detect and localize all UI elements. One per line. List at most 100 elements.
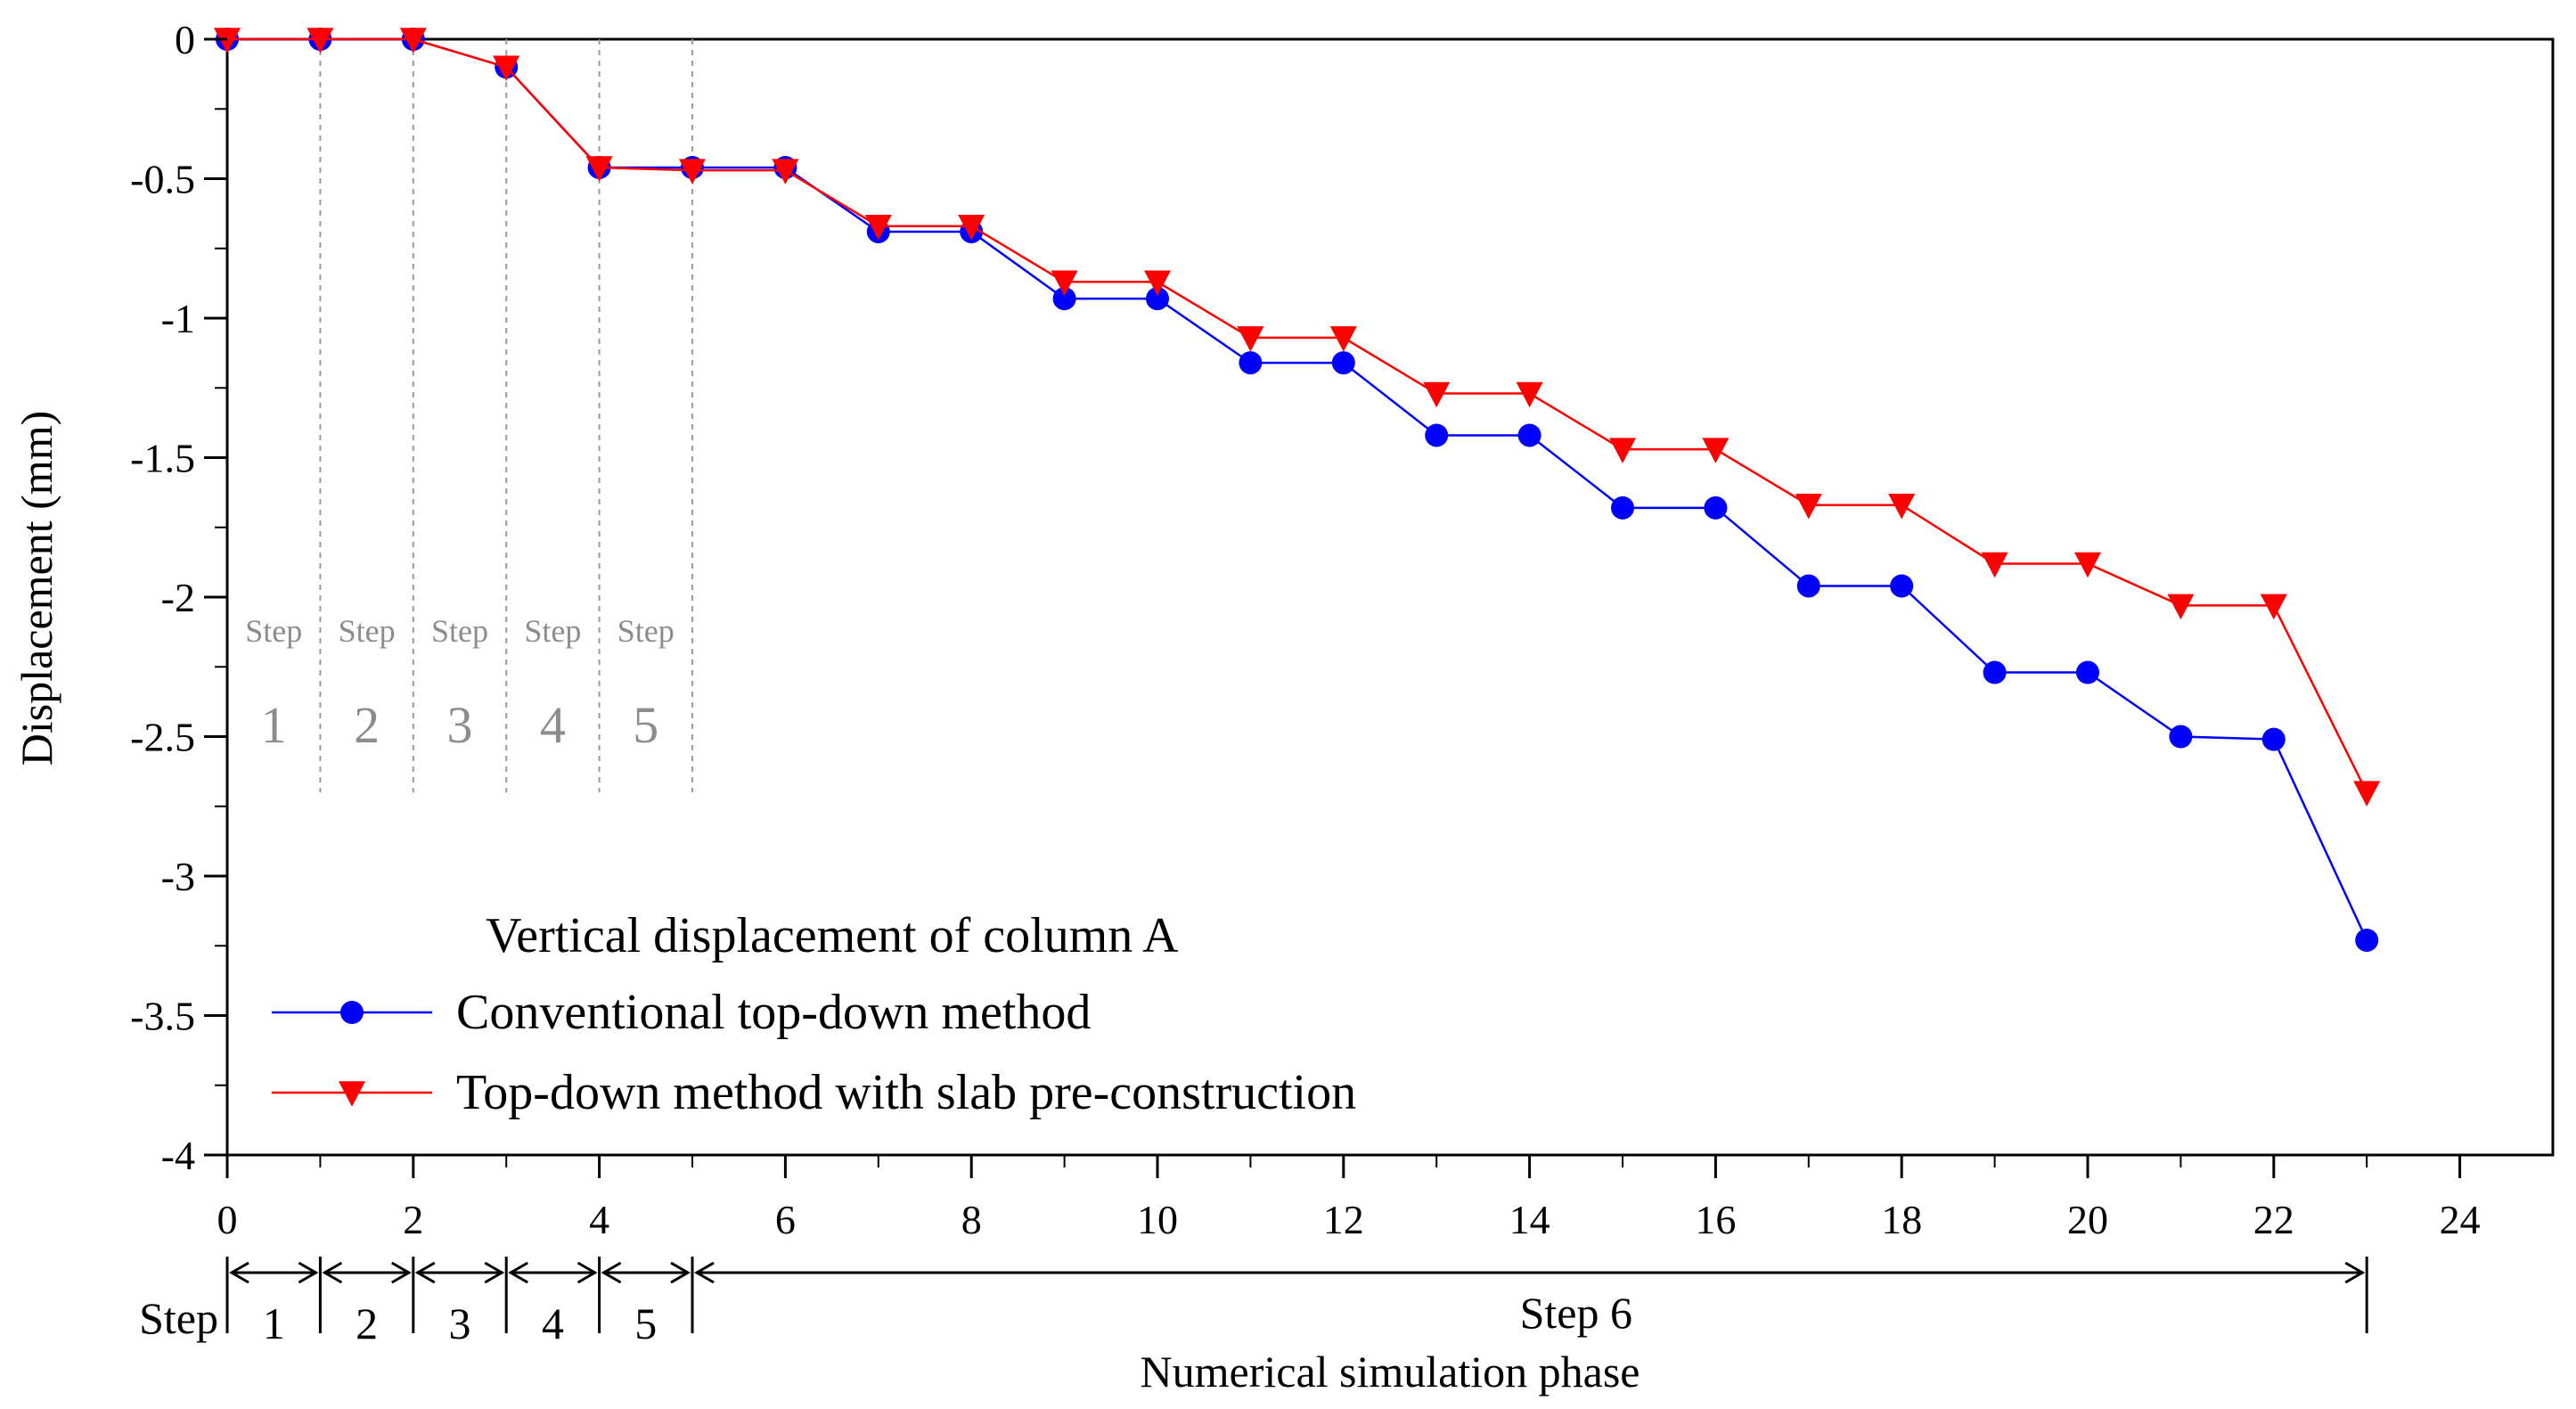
legend-item: Conventional top-down method xyxy=(272,985,1091,1040)
data-point-circle xyxy=(1611,496,1634,520)
phase-arrowhead-right xyxy=(577,1261,598,1284)
y-tick-label: -2 xyxy=(161,575,195,620)
phase-arrowhead-left xyxy=(229,1261,249,1284)
phase-step-label: 1 xyxy=(263,1298,285,1348)
series-line xyxy=(227,37,2368,941)
x-tick-label: 4 xyxy=(589,1197,609,1242)
data-point-triangle xyxy=(864,214,892,241)
x-tick-label: 24 xyxy=(2440,1197,2481,1242)
data-point-triangle xyxy=(2074,552,2101,578)
data-point-triangle xyxy=(1702,438,1730,463)
phase-arrowhead-left xyxy=(601,1261,622,1284)
phase-bar: 1 2 3 4 5 Step 6 Step xyxy=(139,1257,2368,1348)
data-point-circle xyxy=(1425,423,1449,447)
data-point-circle xyxy=(2169,725,2193,749)
series-layer xyxy=(214,28,2381,952)
phase-arrowhead-right xyxy=(484,1261,505,1284)
step-annotation-label: Step xyxy=(617,613,675,649)
data-point-triangle xyxy=(1237,326,1264,352)
data-point-circle xyxy=(1239,351,1263,375)
phase-arrowhead-right xyxy=(298,1261,319,1284)
y-tick-label: -4 xyxy=(161,1133,195,1178)
data-point-triangle xyxy=(2353,781,2381,807)
phase-step-label: 3 xyxy=(449,1298,471,1348)
data-point-triangle xyxy=(1329,326,1357,352)
series-conventional xyxy=(216,28,2379,952)
phase-arrowhead-left xyxy=(414,1261,436,1284)
data-point-circle xyxy=(2355,928,2379,952)
step-annotation-number: 2 xyxy=(354,696,380,754)
data-point-circle xyxy=(1517,423,1542,447)
y-tick-label: -2.5 xyxy=(130,715,195,760)
x-tick-label: 10 xyxy=(1137,1197,1178,1242)
data-point-circle xyxy=(2261,727,2286,751)
step-annotation-number: 5 xyxy=(633,696,658,754)
x-tick-label: 0 xyxy=(217,1197,238,1242)
data-point-triangle xyxy=(307,28,334,53)
data-point-triangle xyxy=(1516,381,1543,408)
y-tick-label: -3 xyxy=(161,854,195,899)
series-line xyxy=(227,37,2368,793)
data-point-triangle xyxy=(958,214,985,241)
data-point-triangle xyxy=(1423,381,1451,408)
axes-layer: 0-0.5-1-1.5-2-2.5-3-3.5-40 2 4 6 8 10 12 14 16 18… xyxy=(130,17,2480,1242)
data-point-circle xyxy=(1890,574,1914,598)
phase-step-label: Step 6 xyxy=(1520,1288,1632,1338)
data-point-circle xyxy=(1331,351,1355,375)
data-point-triangle xyxy=(339,1081,365,1107)
x-tick-label: 6 xyxy=(775,1197,796,1242)
data-point-triangle xyxy=(1609,438,1636,463)
data-point-triangle xyxy=(399,28,427,53)
phase-step-label: 2 xyxy=(356,1298,378,1348)
data-point-triangle xyxy=(1144,270,1171,297)
legend-title: Vertical displacement of column A xyxy=(486,908,1179,963)
data-point-triangle xyxy=(2260,594,2287,620)
x-tick-label: 2 xyxy=(403,1197,423,1242)
phase-arrowhead-right xyxy=(670,1261,691,1284)
phase-arrowhead-left xyxy=(322,1261,343,1284)
step-annotation-label: Step xyxy=(339,613,396,649)
x-tick-label: 12 xyxy=(1323,1197,1364,1242)
x-axis-title: Numerical simulation phase xyxy=(1141,1347,1640,1397)
data-point-triangle xyxy=(1981,552,2008,578)
step-annotation-label: Step xyxy=(245,613,302,649)
phase-arrowhead-left xyxy=(508,1261,528,1284)
y-tick-label: -1 xyxy=(161,296,195,341)
legend-item: Top-down method with slab pre-constructi… xyxy=(272,1065,1356,1120)
data-point-circle xyxy=(2076,660,2099,684)
data-point-triangle xyxy=(1051,270,1078,297)
series-slab-preconstruction xyxy=(214,28,2381,807)
x-tick-label: 22 xyxy=(2253,1197,2294,1242)
data-point-triangle xyxy=(1795,493,1822,520)
legend: Vertical displacement of column A Convent… xyxy=(272,908,1356,1120)
step-annotation-number: 4 xyxy=(540,696,566,754)
y-tick-label: 0 xyxy=(175,17,195,62)
data-point-triangle xyxy=(1888,493,1916,520)
phase-arrowhead-right xyxy=(2344,1261,2366,1284)
step-guide-lines: Step 1 Step 2 Step 3 Step 4 Step 5 xyxy=(245,39,693,793)
y-tick-label: -3.5 xyxy=(130,994,195,1039)
y-tick-label: -1.5 xyxy=(130,436,195,481)
x-tick-label: 18 xyxy=(1881,1197,1922,1242)
y-tick-label: -0.5 xyxy=(130,157,195,202)
data-point-triangle xyxy=(2167,594,2195,620)
legend-label: Conventional top-down method xyxy=(456,985,1091,1040)
x-tick-label: 16 xyxy=(1695,1197,1736,1242)
step-annotation-number: 3 xyxy=(447,696,473,754)
data-point-circle xyxy=(1052,287,1076,311)
legend-label: Top-down method with slab pre-constructi… xyxy=(456,1065,1356,1120)
step-annotation-number: 1 xyxy=(261,696,287,754)
y-axis-title: Displacement (mm) xyxy=(12,411,61,766)
data-point-circle xyxy=(1796,574,1820,598)
x-tick-label: 20 xyxy=(2067,1197,2108,1242)
phase-arrowhead-right xyxy=(391,1261,412,1284)
step-annotation-label: Step xyxy=(524,613,581,649)
data-point-circle xyxy=(1146,287,1169,311)
data-point-triangle xyxy=(493,55,520,82)
data-point-triangle xyxy=(585,156,613,182)
data-point-triangle xyxy=(679,159,706,184)
phase-step-label: 5 xyxy=(634,1298,657,1348)
data-point-circle xyxy=(340,1001,364,1024)
data-point-circle xyxy=(1983,660,2007,684)
